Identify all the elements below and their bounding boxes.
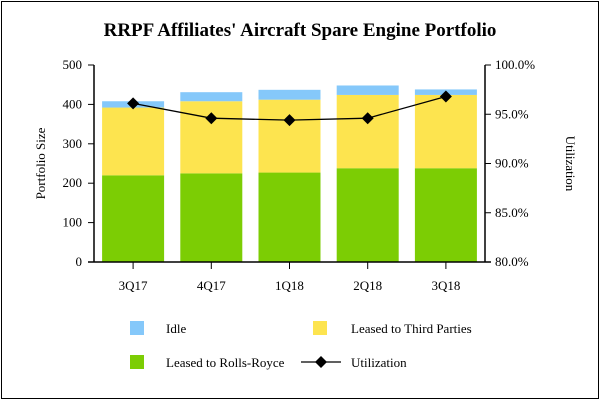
- x-tick-label: 1Q18: [275, 278, 304, 293]
- y2-tick-label: 80.0%: [495, 254, 529, 269]
- bar-idle-1Q18: [258, 89, 321, 100]
- bar-leased-to-rolls-royce-3Q18: [414, 168, 477, 262]
- y2-axis-label: Utilization: [563, 136, 578, 192]
- legend-label: Idle: [166, 321, 186, 336]
- x-tick-label: 3Q17: [119, 278, 148, 293]
- y2-tick-label: 85.0%: [495, 205, 529, 220]
- utilization-point-3Q17: [127, 97, 140, 110]
- legend-diamond-icon: [315, 356, 327, 368]
- y2-tick-label: 90.0%: [495, 156, 529, 171]
- utilization-point-3Q18: [439, 90, 452, 103]
- bar-leased-to-third-parties-1Q18: [258, 99, 321, 173]
- utilization-point-2Q18: [361, 112, 374, 125]
- utilization-point-4Q17: [205, 112, 218, 125]
- legend-label: Leased to Third Parties: [351, 321, 472, 336]
- y-tick-label: 300: [63, 136, 83, 151]
- y-tick-label: 500: [63, 57, 83, 72]
- y-tick-label: 200: [63, 175, 83, 190]
- utilization-point-1Q18: [283, 114, 296, 127]
- y2-tick-label: 95.0%: [495, 106, 529, 121]
- x-tick-label: 3Q18: [431, 278, 460, 293]
- bar-leased-to-rolls-royce-1Q18: [258, 172, 321, 262]
- bar-leased-to-rolls-royce-4Q17: [180, 173, 243, 262]
- y-tick-label: 100: [63, 215, 83, 230]
- bar-leased-to-rolls-royce-3Q17: [102, 175, 165, 262]
- bar-leased-to-third-parties-3Q17: [102, 107, 165, 176]
- legend-label: Utilization: [351, 355, 407, 370]
- legend-swatch: [130, 355, 144, 369]
- bar-leased-to-third-parties-4Q17: [180, 101, 243, 174]
- bar-leased-to-third-parties-2Q18: [336, 94, 399, 169]
- y2-tick-label: 100.0%: [495, 57, 535, 72]
- y-tick-label: 400: [63, 96, 83, 111]
- bar-leased-to-third-parties-3Q18: [414, 94, 477, 169]
- bar-leased-to-rolls-royce-2Q18: [336, 168, 399, 262]
- x-tick-label: 4Q17: [197, 278, 226, 293]
- legend-swatch: [313, 321, 327, 335]
- y-tick-label: 0: [76, 254, 83, 269]
- x-tick-label: 2Q18: [353, 278, 382, 293]
- bar-idle-4Q17: [180, 92, 243, 102]
- chart-title: RRPF Affiliates' Aircraft Spare Engine P…: [104, 20, 497, 41]
- bar-idle-2Q18: [336, 85, 399, 95]
- legend-swatch: [130, 321, 144, 335]
- legend-label: Leased to Rolls-Royce: [166, 355, 285, 370]
- y-axis-label: Portfolio Size: [33, 127, 48, 199]
